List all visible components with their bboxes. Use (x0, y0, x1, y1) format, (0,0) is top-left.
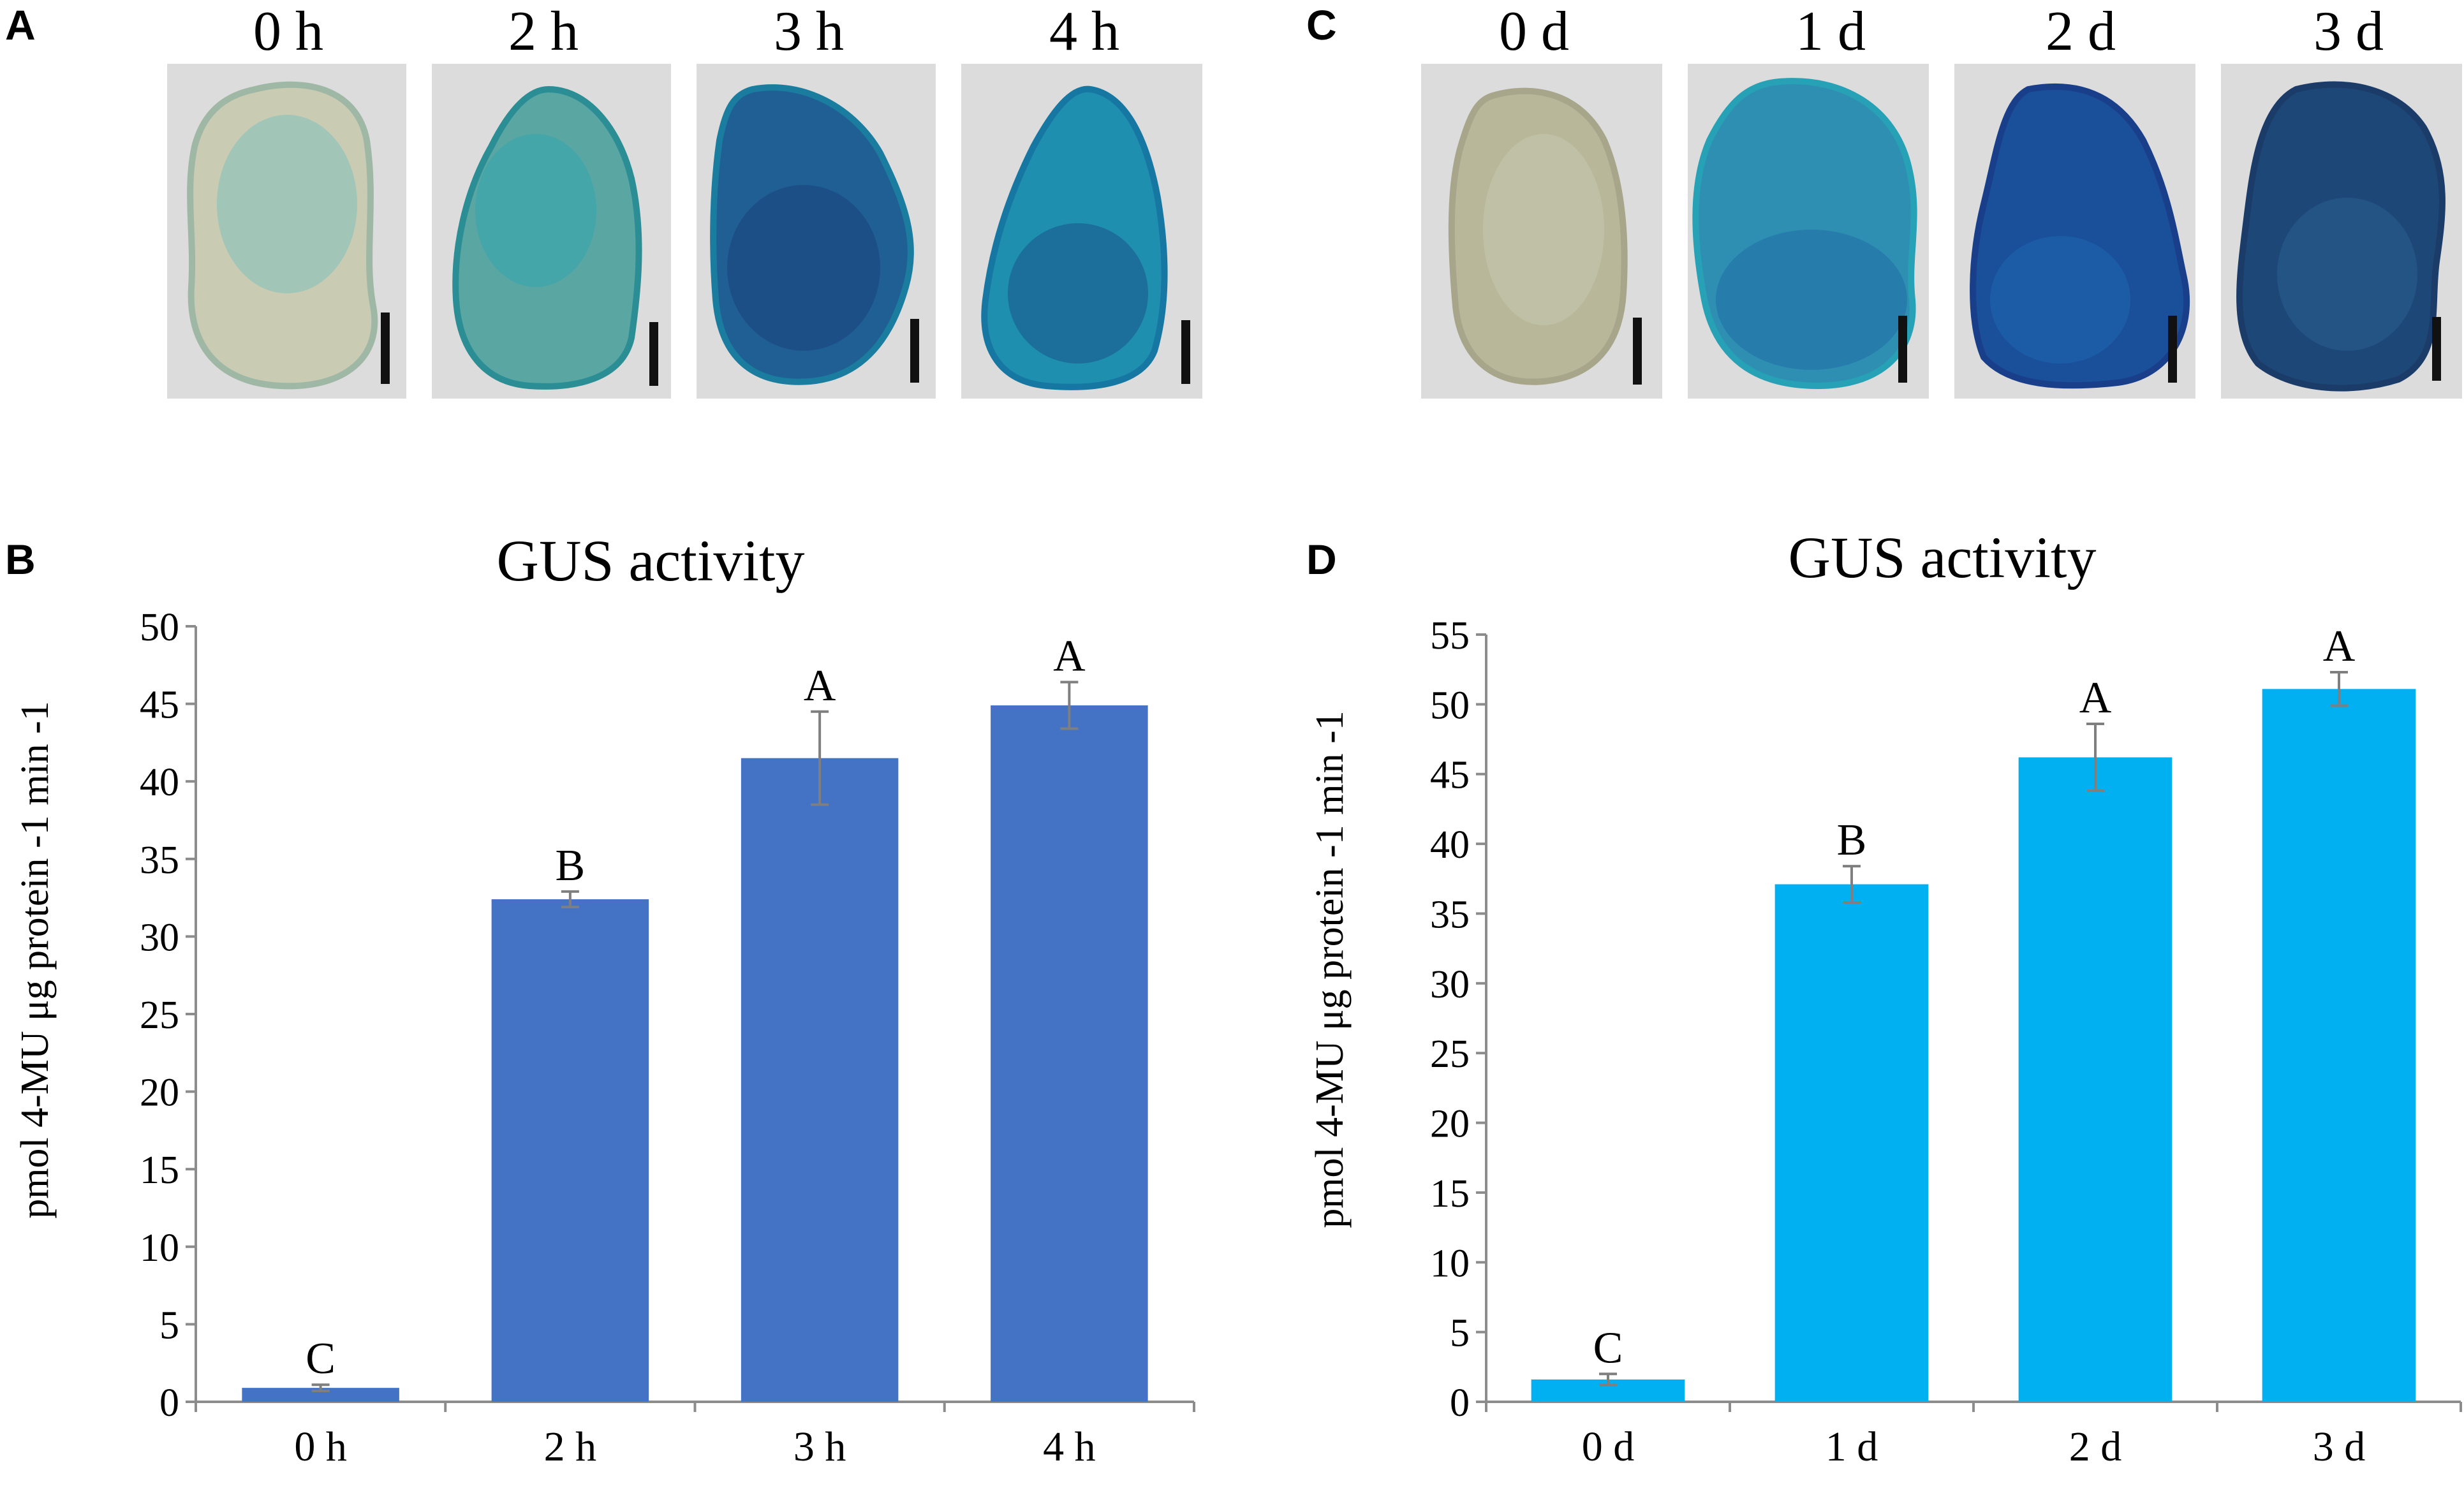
chart-d-y-tick-label: 10 (1430, 1242, 1470, 1285)
chart-b-x-tick-label: 2 h (544, 1423, 597, 1470)
panel-label-a: A (5, 1, 36, 48)
scale-bar (649, 322, 658, 386)
chart-d-ylabel: pmol 4-MU μg protein -1 min -1 (1308, 710, 1352, 1228)
photo-label-1d: 1 d (1796, 1, 1866, 63)
photo-label-2h: 2 h (508, 1, 579, 63)
chart-d-significance-label: A (2079, 673, 2112, 723)
chart-b-y-tick-label: 30 (140, 916, 179, 959)
tissue-sample (1970, 83, 2190, 389)
chart-d-y-tick-label: 50 (1430, 684, 1470, 727)
chart-d-significance-label: C (1593, 1323, 1623, 1372)
photo-tile-3h (697, 64, 936, 399)
photo-label-4h: 4 h (1049, 1, 1119, 63)
chart-d-x-tick-label: 0 d (1582, 1423, 1635, 1470)
chart-b-y-tick-label: 50 (140, 606, 179, 649)
chart-d-y-tick-label: 0 (1450, 1381, 1470, 1425)
chart-b-y-tick-label: 0 (159, 1381, 179, 1425)
photo-label-0d: 0 d (1499, 1, 1569, 63)
chart-b-title: GUS activity (497, 528, 805, 593)
chart-d-y-tick-label: 5 (1450, 1312, 1470, 1355)
chart-d-y-tick-label: 45 (1430, 754, 1470, 797)
chart-d-y-tick-label: 15 (1430, 1172, 1470, 1216)
panel-label-b: B (5, 536, 36, 583)
chart-d-x-tick-label: 2 d (2069, 1423, 2122, 1470)
photo-tile-3d (2221, 64, 2462, 399)
chart-b-bar (242, 1388, 399, 1402)
chart-d-bar (2018, 757, 2173, 1402)
tissue-sample (1448, 87, 1628, 385)
scale-bar (1181, 320, 1190, 384)
chart-d-y-tick-label: 30 (1430, 963, 1470, 1006)
chart-d-significance-label: B (1837, 816, 1867, 865)
chart-b-y-tick-label: 10 (140, 1226, 179, 1270)
chart-d: GUS activity pmol 4-MU μg protein -1 min… (1308, 525, 2462, 1470)
chart-b-y-tick-label: 20 (140, 1071, 179, 1115)
chart-b-y-tick-label: 40 (140, 761, 179, 804)
photo-tile-4h (961, 64, 1202, 399)
chart-b-significance-label: C (306, 1334, 336, 1383)
chart-d-x-tick-label: 3 d (2313, 1423, 2366, 1470)
scale-bar (381, 313, 390, 384)
chart-d-y-tick-label: 40 (1430, 823, 1470, 867)
chart-b-significance-label: A (1053, 632, 1086, 681)
chart-b-x-tick-label: 0 h (294, 1423, 347, 1470)
scale-bar (2168, 316, 2177, 383)
scale-bar (1633, 318, 1642, 385)
chart-b-y-tick-label: 5 (159, 1304, 179, 1347)
photo-label-0h: 0 h (253, 1, 323, 63)
chart-b-significance-label: A (804, 661, 836, 710)
photo-label-3d: 3 d (2313, 1, 2384, 63)
photo-tile-0h (167, 64, 406, 399)
scale-bar (910, 319, 919, 383)
tissue-sample (452, 85, 642, 390)
chart-b-x-tick-label: 4 h (1043, 1423, 1096, 1470)
panel-label-c: C (1306, 1, 1337, 48)
chart-b-y-tick-label: 35 (140, 839, 179, 882)
chart-b-x-tick-label: 3 h (793, 1423, 846, 1470)
chart-b: GUS activity pmol 4-MU μg protein -1 min… (13, 528, 1195, 1470)
scale-bar (2432, 317, 2441, 381)
chart-d-x-tick-label: 1 d (1826, 1423, 1878, 1470)
photo-tile-2h (432, 64, 671, 399)
chart-b-bar (741, 758, 899, 1402)
chart-b-bar (991, 705, 1148, 1402)
photo-tile-1d (1688, 64, 1929, 399)
chart-d-plot: 0 5 10 15 20 25 30 35 40 45 50 55 C 0 d B 1 d A 2 d A 3 d (1430, 614, 2462, 1470)
photo-tile-2d (1954, 64, 2195, 399)
chart-b-y-tick-label: 45 (140, 684, 179, 727)
chart-b-ylabel: pmol 4-MU μg protein -1 min -1 (13, 701, 57, 1219)
chart-b-plot: 0 5 10 15 20 25 30 35 40 45 50 C 0 h B 2 h A 3 h A 4 h (140, 606, 1195, 1470)
chart-b-significance-label: B (556, 841, 586, 890)
chart-d-title: GUS activity (1789, 525, 2097, 590)
chart-d-bar (2262, 689, 2416, 1402)
chart-d-y-tick-label: 35 (1430, 893, 1470, 936)
photo-label-3h: 3 h (774, 1, 844, 63)
photo-tile-0d (1421, 64, 1662, 399)
scale-bar (1898, 316, 1907, 383)
photo-label-2d: 2 d (2046, 1, 2116, 63)
chart-b-y-tick-label: 25 (140, 994, 179, 1037)
panel-label-d: D (1306, 536, 1337, 583)
chart-d-significance-label: A (2323, 622, 2356, 671)
chart-d-bar (1774, 884, 1929, 1402)
chart-b-y-tick-label: 15 (140, 1149, 179, 1192)
chart-d-y-tick-label: 25 (1430, 1033, 1470, 1076)
chart-d-y-tick-label: 55 (1430, 614, 1470, 658)
chart-d-y-tick-label: 20 (1430, 1103, 1470, 1146)
chart-b-bar (491, 899, 649, 1402)
